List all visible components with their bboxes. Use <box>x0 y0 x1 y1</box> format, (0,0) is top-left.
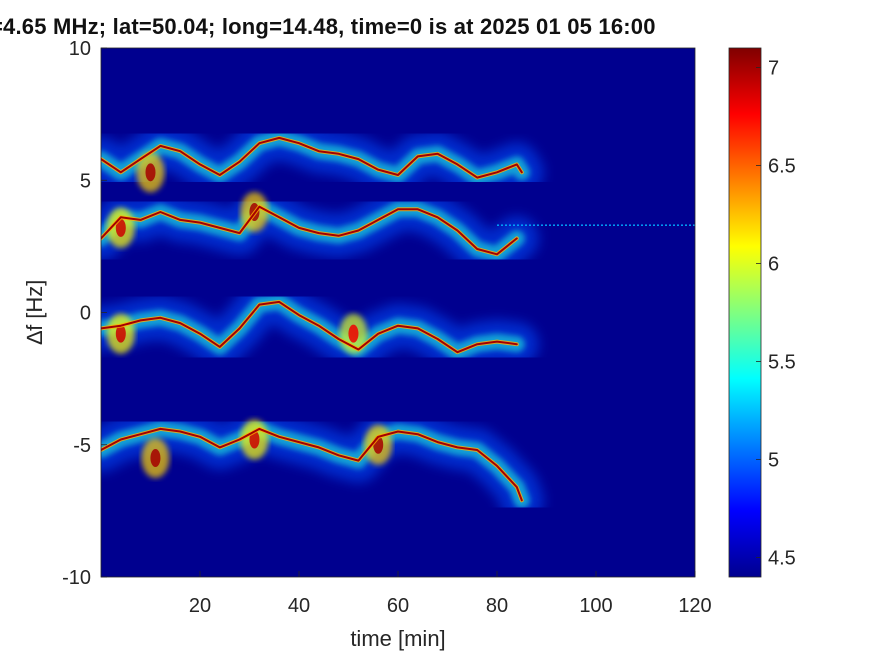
y-tick-label: -5 <box>73 435 91 457</box>
colorbar-tick-label: 6 <box>768 254 779 276</box>
y-tick-label: 5 <box>80 170 91 192</box>
chart-title: =4.65 MHz; lat=50.04; long=14.48, time=0… <box>0 14 656 39</box>
hotspot-core-5 <box>150 448 161 467</box>
hotspot-core-1 <box>115 218 126 237</box>
y-axis-ticks: 10 5 0 -5 -10 <box>62 38 107 589</box>
x-tick-label: 60 <box>387 595 409 617</box>
x-tick-label: 20 <box>189 595 211 617</box>
hotspot-core-4 <box>115 324 126 343</box>
colorbar-ticks: 7 6.5 6 5.5 5 4.5 <box>756 58 796 569</box>
x-tick-label: 80 <box>486 595 508 617</box>
colorbar-tick-label: 5.5 <box>768 351 796 373</box>
colorbar-tick-label: 4.5 <box>768 547 796 569</box>
x-axis-ticks: 20 40 60 80 100 120 <box>189 571 712 617</box>
trace-line-4 <box>101 427 523 502</box>
colorbar-tick-label: 6.5 <box>768 156 796 178</box>
trace-line-2 <box>101 205 518 256</box>
colorbar <box>728 47 762 578</box>
trace-line-1 <box>101 136 523 179</box>
x-tick-label: 120 <box>678 595 711 617</box>
trace-line-3 <box>101 300 518 354</box>
x-tick-label: 100 <box>579 595 612 617</box>
colorbar-tick-label: 7 <box>768 58 779 80</box>
spectrogram-traces <box>101 115 695 523</box>
y-tick-label: 10 <box>69 38 91 60</box>
hotspot-core-8 <box>348 324 359 343</box>
x-tick-label: 40 <box>288 595 310 617</box>
y-tick-label: 0 <box>80 303 91 325</box>
hotspot-core-2 <box>145 163 156 182</box>
y-tick-label: -10 <box>62 567 91 589</box>
y-axis-label: ∆f [Hz] <box>22 280 47 345</box>
x-axis-label: time [min] <box>350 626 445 651</box>
colorbar-tick-label: 5 <box>768 449 779 471</box>
